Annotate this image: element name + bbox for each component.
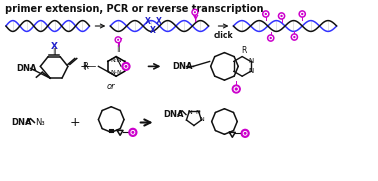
Text: N: N	[200, 117, 204, 122]
Text: X: X	[145, 17, 150, 26]
Circle shape	[268, 35, 274, 41]
Text: X: X	[51, 42, 57, 51]
Text: N:N: N:N	[110, 58, 122, 63]
Text: N: N	[248, 58, 254, 64]
Text: DNA: DNA	[172, 62, 193, 71]
Text: X: X	[155, 17, 161, 26]
Text: DNA: DNA	[17, 64, 37, 73]
Text: X: X	[150, 26, 155, 35]
Text: Y: Y	[115, 38, 121, 47]
Circle shape	[129, 128, 137, 136]
Text: ||: ||	[116, 45, 121, 52]
Circle shape	[263, 11, 269, 17]
Text: +: +	[79, 60, 90, 73]
Text: N: N	[195, 110, 200, 115]
Text: N: N	[187, 110, 192, 115]
Circle shape	[291, 34, 297, 40]
Circle shape	[192, 9, 198, 15]
Text: Y: Y	[192, 15, 198, 24]
Circle shape	[279, 13, 285, 19]
Circle shape	[232, 85, 240, 93]
Text: N-N: N-N	[110, 70, 122, 75]
Text: primer extension, PCR or reverse transcription: primer extension, PCR or reverse transcr…	[5, 4, 263, 14]
Text: R—: R—	[82, 62, 96, 71]
Text: R: R	[242, 46, 247, 55]
Text: or: or	[107, 82, 116, 90]
Text: N: N	[248, 68, 254, 74]
Circle shape	[299, 11, 305, 17]
Circle shape	[241, 129, 249, 137]
Text: ||: ||	[52, 48, 56, 54]
Text: +: +	[70, 116, 80, 129]
Circle shape	[122, 62, 130, 70]
Text: click: click	[214, 31, 233, 40]
Text: DNA: DNA	[163, 110, 184, 119]
Text: DNA: DNA	[11, 118, 31, 127]
Text: N₃: N₃	[36, 118, 45, 127]
Circle shape	[115, 37, 121, 43]
